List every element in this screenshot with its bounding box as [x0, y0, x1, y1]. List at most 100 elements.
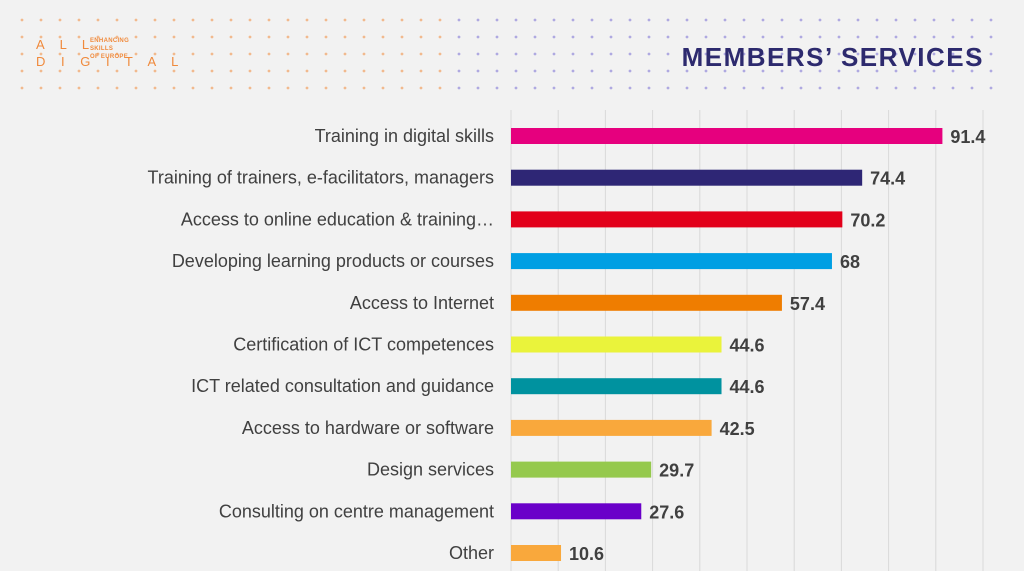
value-label: 44.6 — [730, 336, 765, 356]
decor-dot — [305, 35, 309, 39]
decor-dot — [875, 52, 879, 56]
decor-dot — [495, 86, 499, 90]
bar — [511, 169, 863, 186]
decor-dot — [362, 52, 366, 56]
decor-dot — [419, 69, 423, 73]
decor-dot — [628, 35, 632, 39]
decor-dot — [343, 69, 347, 73]
decor-dot — [39, 52, 43, 56]
decor-dot — [647, 35, 651, 39]
decor-dot — [818, 86, 822, 90]
decor-dot — [495, 18, 499, 22]
decor-dot — [628, 86, 632, 90]
decor-dot — [932, 86, 936, 90]
decor-dot — [818, 69, 822, 73]
decor-dot — [210, 86, 214, 90]
decor-dot — [495, 69, 499, 73]
decor-dot — [837, 69, 841, 73]
bar — [511, 545, 562, 561]
decor-dot — [153, 35, 157, 39]
bar — [511, 378, 722, 395]
decor-dot — [780, 18, 784, 22]
decor-dot — [894, 52, 898, 56]
decor-dot — [609, 69, 613, 73]
decor-dot — [837, 52, 841, 56]
decor-dot — [305, 69, 309, 73]
bar — [511, 336, 722, 353]
decor-dot — [39, 18, 43, 22]
decor-dot — [191, 18, 195, 22]
decor-dot — [210, 18, 214, 22]
decor-dot — [723, 35, 727, 39]
decor-dot — [818, 52, 822, 56]
decor-dot — [96, 35, 100, 39]
decor-dot — [723, 69, 727, 73]
decor-dot — [571, 35, 575, 39]
decor-dot — [134, 69, 138, 73]
decor-dot — [419, 35, 423, 39]
decor-dot — [704, 86, 708, 90]
decor-dot — [704, 35, 708, 39]
decor-dot — [248, 35, 252, 39]
decor-dot — [932, 35, 936, 39]
decor-dot — [153, 52, 157, 56]
decor-dot — [628, 52, 632, 56]
decor-dot — [96, 52, 100, 56]
decor-dot — [495, 52, 499, 56]
category-label: Other — [449, 543, 494, 563]
decor-dot — [552, 35, 556, 39]
bar — [511, 503, 642, 520]
decor-dot — [666, 86, 670, 90]
decor-dot — [343, 86, 347, 90]
decor-dot — [210, 52, 214, 56]
decor-dot — [609, 18, 613, 22]
decor-dot — [229, 69, 233, 73]
category-label: Certification of ICT competences — [233, 335, 494, 355]
decor-dot — [438, 35, 442, 39]
decor-dot — [533, 69, 537, 73]
decor-dot — [77, 35, 81, 39]
bar — [511, 253, 832, 270]
decor-dot — [799, 69, 803, 73]
decor-dot — [400, 52, 404, 56]
decor-dot — [343, 52, 347, 56]
decor-dot — [685, 52, 689, 56]
decor-dot — [761, 52, 765, 56]
decor-dot — [723, 86, 727, 90]
decor-dot — [628, 18, 632, 22]
decor-dot — [913, 35, 917, 39]
decor-dot — [381, 86, 385, 90]
decor-dot — [666, 69, 670, 73]
decor-dot — [172, 86, 176, 90]
decor-dot — [438, 52, 442, 56]
decor-dot — [96, 86, 100, 90]
category-label: Training of trainers, e-facilitators, ma… — [148, 168, 494, 188]
decor-dot — [77, 69, 81, 73]
decor-dot — [970, 52, 974, 56]
decor-dot — [153, 86, 157, 90]
decor-dot — [514, 35, 518, 39]
decor-dot — [913, 18, 917, 22]
decor-dot — [590, 18, 594, 22]
value-label: 27.6 — [649, 502, 684, 522]
decor-dot — [77, 18, 81, 22]
decor-dot — [20, 52, 24, 56]
decor-dot — [324, 69, 328, 73]
logo-tagline: ENHANCING SKILLS OF EUROPE — [90, 38, 130, 60]
decor-dot — [476, 52, 480, 56]
decor-dot — [248, 52, 252, 56]
decor-dot — [514, 52, 518, 56]
value-label: 74.4 — [870, 169, 905, 189]
decor-dot — [894, 86, 898, 90]
decor-dot — [305, 18, 309, 22]
value-label: 44.6 — [730, 377, 765, 397]
category-label: Training in digital skills — [315, 126, 494, 146]
decor-dot — [875, 18, 879, 22]
decor-dot — [419, 18, 423, 22]
decor-dot — [894, 18, 898, 22]
decor-dot — [96, 69, 100, 73]
decor-dot — [742, 52, 746, 56]
decor-dot — [571, 18, 575, 22]
decor-dot — [267, 18, 271, 22]
decor-dot — [514, 18, 518, 22]
